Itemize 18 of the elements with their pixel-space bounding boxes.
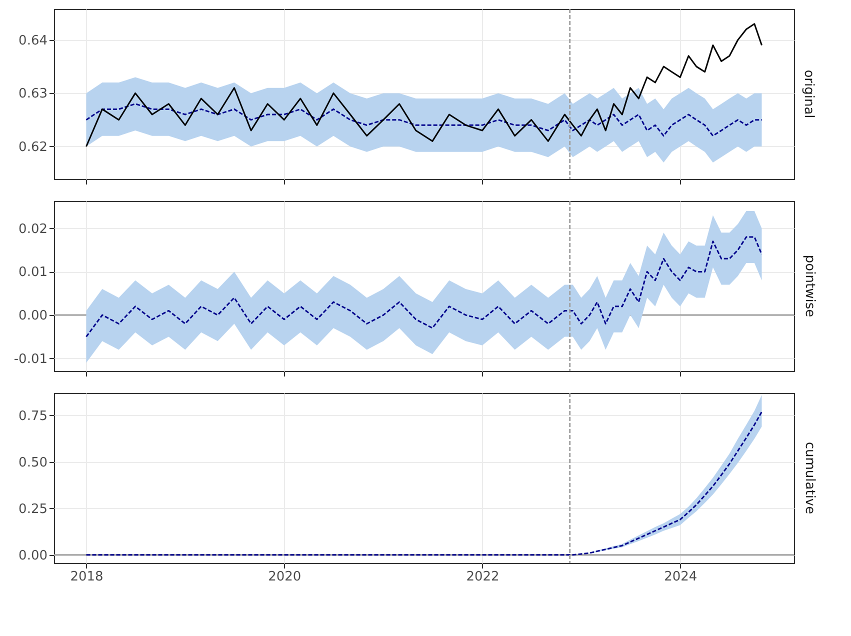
y-tick-label: 0.50: [18, 455, 48, 470]
y2-axis-title: pointwise: [802, 254, 817, 318]
y-tick-label: 0.25: [18, 502, 48, 517]
y-tick-label: -0.01: [14, 352, 48, 367]
x-tick-label: 2018: [70, 570, 104, 584]
y2-axis-title: cumulative: [802, 442, 817, 514]
y-tick-label: 0.63: [18, 86, 48, 102]
y-tick-label: 0.02: [18, 222, 48, 237]
y-tick-label: 0.62: [18, 140, 48, 155]
y-tick-label: 0.01: [18, 265, 48, 280]
y-tick-label: 0.00: [18, 548, 48, 564]
x-tick-label: 2022: [466, 570, 500, 584]
x-tick-label: 2020: [268, 570, 302, 584]
y-tick-label: 0.75: [18, 408, 48, 424]
x-tick-label: 2024: [664, 570, 698, 584]
y2-axis-title: original: [801, 70, 816, 118]
y-tick-label: 0.64: [18, 33, 48, 48]
y-tick-label: 0.00: [18, 308, 48, 324]
